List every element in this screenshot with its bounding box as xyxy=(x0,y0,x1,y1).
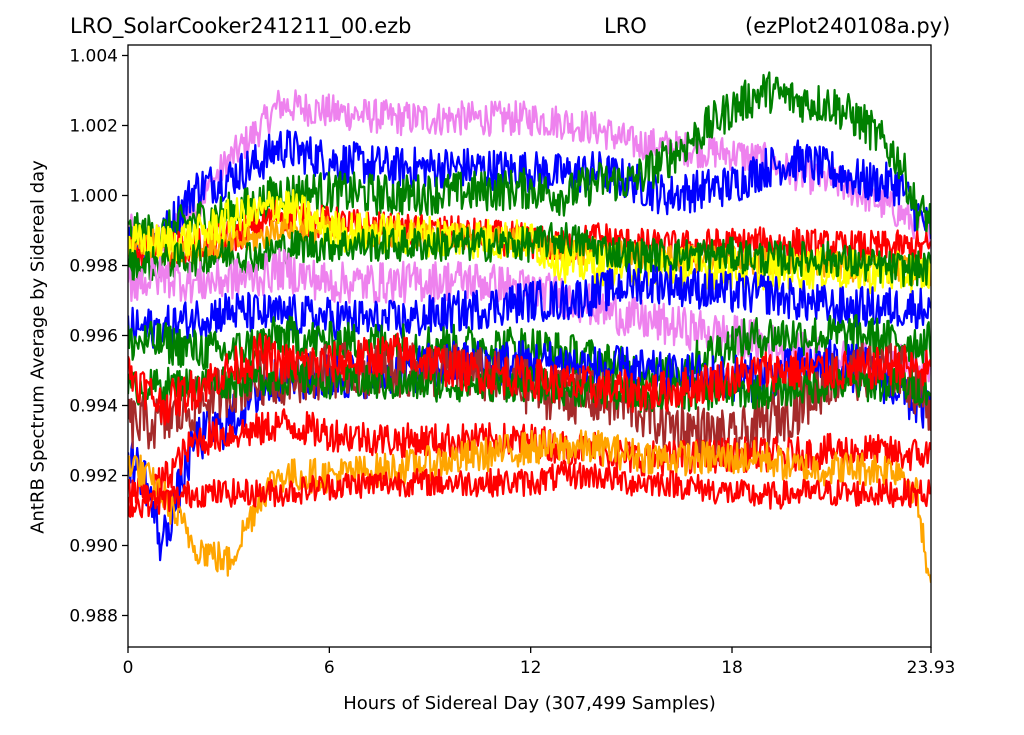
y-tick-label: 1.004 xyxy=(69,47,118,67)
x-tick-label: 12 xyxy=(520,658,542,678)
plot-frame xyxy=(127,44,932,648)
series-line xyxy=(128,332,931,426)
y-tick-label: 0.992 xyxy=(69,467,118,487)
y-axis-label: AntRB Spectrum Average by Sidereal day xyxy=(27,160,49,534)
y-axis: 0.988 0.990 0.992 0.994 0.996 0.998 1.000 1.002… xyxy=(69,47,128,627)
series-layer xyxy=(128,71,931,583)
y-tick-label: 1.002 xyxy=(69,117,118,137)
title-left: LRO_SolarCooker241211_00.ezb xyxy=(70,14,412,38)
y-tick-label: 0.998 xyxy=(69,257,118,277)
y-tick-label: 0.996 xyxy=(69,327,118,347)
y-tick-label: 1.000 xyxy=(69,187,118,207)
series-line xyxy=(128,89,931,254)
series-line xyxy=(128,460,931,519)
series-line xyxy=(128,360,931,413)
x-tick-label: 6 xyxy=(324,658,335,678)
x-tick-label: 23.93 xyxy=(907,658,956,678)
y-tick-label: 0.988 xyxy=(69,607,118,627)
series-line xyxy=(128,408,931,507)
x-axis: 0 6 12 18 23.93 xyxy=(123,647,956,678)
x-axis-label: Hours of Sidereal Day (307,499 Samples) xyxy=(343,693,716,714)
series-line xyxy=(128,263,931,351)
x-tick-label: 18 xyxy=(721,658,743,678)
y-tick-label: 0.994 xyxy=(69,397,118,417)
series-line xyxy=(128,222,931,288)
y-tick-label: 0.990 xyxy=(69,537,118,557)
series-line xyxy=(128,129,931,259)
title-right: (ezPlot240108a.py) xyxy=(745,14,951,38)
title-center: LRO xyxy=(604,14,647,38)
x-tick-label: 0 xyxy=(123,658,134,678)
